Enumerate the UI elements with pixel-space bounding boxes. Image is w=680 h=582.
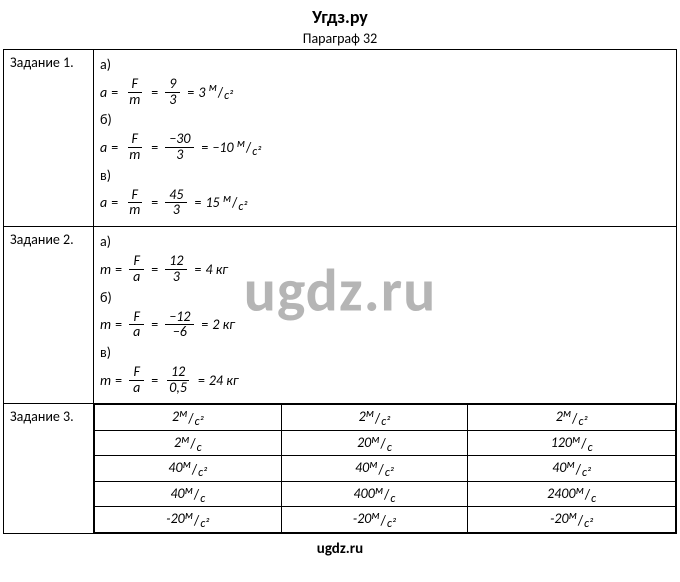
t1-v-formula: a= Fm = 453 = 15 м/с²	[100, 188, 670, 218]
t1-a-lhs: a	[100, 84, 107, 101]
table-row: 40м/с²40м/с²40м/с²	[95, 456, 676, 482]
page-header: Угдз.ру Параграф 32	[0, 0, 680, 49]
footer: ugdz.ru	[0, 534, 680, 564]
t1-a-unit: м/с²	[209, 84, 234, 101]
t1-b-letter: б)	[100, 111, 670, 128]
t3-cell: -20м/с²	[281, 507, 468, 533]
table-row: 2м/с²2м/с²2м/с²	[95, 405, 676, 431]
main-table: Задание 1. а) a= Fm = 93 = 3 м/с² б) a= …	[3, 49, 677, 534]
t2-a-formula: m= Fa = 123 = 4 кг	[100, 254, 670, 284]
t3-cell: 40м/с²	[281, 456, 468, 482]
t3-cell: 400м/с	[281, 481, 468, 507]
t3-cell: 2400м/с	[468, 481, 676, 507]
t2-b-letter: б)	[100, 289, 670, 306]
table-row: 40м/с400м/с2400м/с	[95, 481, 676, 507]
t1-v-result: 15	[205, 194, 219, 211]
t3-cell: 120м/с	[468, 430, 676, 456]
table-row: -20м/с²-20м/с²-20м/с²	[95, 507, 676, 533]
site-title: Угдз.ру	[0, 6, 680, 28]
t1-a-den: 3	[165, 93, 180, 108]
task-3-content: 2м/с²2м/с²2м/с²2м/с20м/с120м/с40м/с²40м/…	[94, 404, 677, 534]
t2-v-letter: в)	[100, 344, 670, 361]
t3-cell: 40м/с	[95, 481, 282, 507]
t3-cell: -20м/с²	[468, 507, 676, 533]
task-3-label: Задание 3.	[4, 404, 94, 534]
t1-a-letter: а)	[100, 56, 670, 73]
task-1-row: Задание 1. а) a= Fm = 93 = 3 м/с² б) a= …	[4, 50, 677, 227]
task-2-label: Задание 2.	[4, 227, 94, 404]
t1-a-formula: a= Fm = 93 = 3 м/с²	[100, 77, 670, 107]
t3-cell: 2м/с²	[95, 405, 282, 431]
t3-cell: 20м/с	[281, 430, 468, 456]
t2-b-result: 2 кг	[212, 316, 234, 333]
t1-b-lhs: a	[100, 139, 107, 156]
task-3-row: Задание 3. 2м/с²2м/с²2м/с²2м/с20м/с120м/…	[4, 404, 677, 534]
paragraph-title: Параграф 32	[0, 30, 680, 47]
task-1-content: а) a= Fm = 93 = 3 м/с² б) a= Fm = −303	[94, 50, 677, 227]
table-row: 2м/с20м/с120м/с	[95, 430, 676, 456]
content-wrap: Задание 1. а) a= Fm = 93 = 3 м/с² б) a= …	[0, 49, 680, 534]
t2-a-result: 4 кг	[205, 261, 227, 278]
t2-a-letter: а)	[100, 233, 670, 250]
t3-cell: 2м/с²	[468, 405, 676, 431]
t2-b-formula: m= Fa = −12−6 = 2 кг	[100, 310, 670, 340]
t3-cell: 40м/с²	[468, 456, 676, 482]
t3-cell: 2м/с²	[281, 405, 468, 431]
t1-v-letter: в)	[100, 167, 670, 184]
t1-a-vden: m	[125, 93, 144, 108]
task-2-content: а) m= Fa = 123 = 4 кг б) m= Fa = −12−6 =…	[94, 227, 677, 404]
t2-v-formula: m= Fa = 120,5 = 24 кг	[100, 365, 670, 395]
task-3-inner-table: 2м/с²2м/с²2м/с²2м/с20м/с120м/с40м/с²40м/…	[94, 404, 676, 533]
task-1-label: Задание 1.	[4, 50, 94, 227]
t3-cell: 2м/с	[95, 430, 282, 456]
t3-cell: 40м/с²	[95, 456, 282, 482]
t1-v-unit: м/с²	[223, 194, 248, 211]
t2-v-result: 24 кг	[209, 372, 239, 389]
task-2-row: Задание 2. а) m= Fa = 123 = 4 кг б) m= F…	[4, 227, 677, 404]
t1-b-formula: a= Fm = −303 = −10 м/с²	[100, 132, 670, 162]
t1-b-result: −10	[212, 139, 233, 156]
t3-cell: -20м/с²	[95, 507, 282, 533]
t1-v-lhs: a	[100, 194, 107, 211]
t1-b-unit: м/с²	[237, 139, 262, 156]
t1-a-result: 3	[198, 84, 205, 101]
